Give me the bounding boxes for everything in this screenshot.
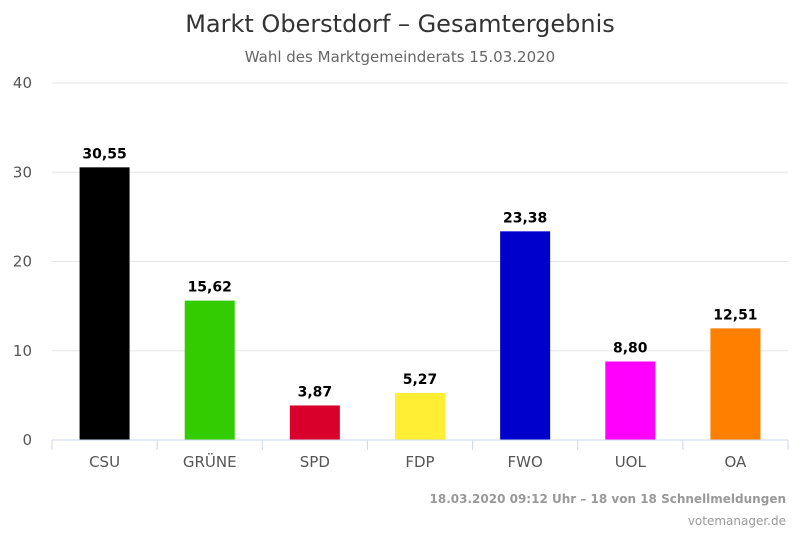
- x-tick-label: CSU: [89, 453, 120, 471]
- data-label: 23,38: [503, 210, 547, 226]
- bar-oa: [710, 328, 761, 440]
- data-label: 5,27: [403, 372, 438, 388]
- bar-grüne: [184, 300, 235, 440]
- x-tick-label: UOL: [615, 453, 647, 471]
- data-label: 8,80: [613, 340, 648, 356]
- chart-title: Markt Oberstdorf – Gesamtergebnis: [185, 10, 615, 38]
- bar-fdp: [395, 392, 445, 440]
- y-tick-label: 10: [13, 342, 32, 360]
- x-tick-label: FDP: [405, 453, 434, 471]
- y-tick-label: 0: [22, 431, 32, 449]
- chart-subtitle: Wahl des Marktgemeinderats 15.03.2020: [245, 48, 555, 66]
- x-tick-label: GRÜNE: [183, 452, 237, 471]
- data-label: 15,62: [188, 280, 232, 296]
- gridlines: [52, 82, 788, 352]
- footer-source: votemanager.de: [688, 514, 786, 528]
- y-tick-label: 30: [13, 163, 32, 181]
- x-tick-label: OA: [725, 453, 748, 471]
- x-tick-label: FWO: [508, 453, 543, 471]
- data-labels: 30,55 15,62 3,87 5,27 23,38 8,80 12,51: [82, 146, 757, 400]
- bar-csu: [79, 167, 130, 440]
- data-label: 3,87: [298, 384, 333, 400]
- y-tick-label: 20: [13, 253, 32, 271]
- data-label: 12,51: [713, 307, 757, 323]
- footer-timestamp: 18.03.2020 09:12 Uhr – 18 von 18 Schnell…: [430, 492, 786, 506]
- bar-fwo: [500, 231, 551, 440]
- bar-spd: [289, 405, 340, 440]
- x-tick-label: SPD: [300, 453, 330, 471]
- x-axis-ticks: CSU GRÜNE SPD FDP FWO UOL OA: [51, 440, 789, 471]
- y-axis-ticks: 0 10 20 30 40: [13, 74, 32, 449]
- data-label: 30,55: [82, 146, 126, 162]
- y-tick-label: 40: [13, 74, 32, 92]
- bars: [79, 167, 761, 440]
- bar-uol: [605, 361, 656, 440]
